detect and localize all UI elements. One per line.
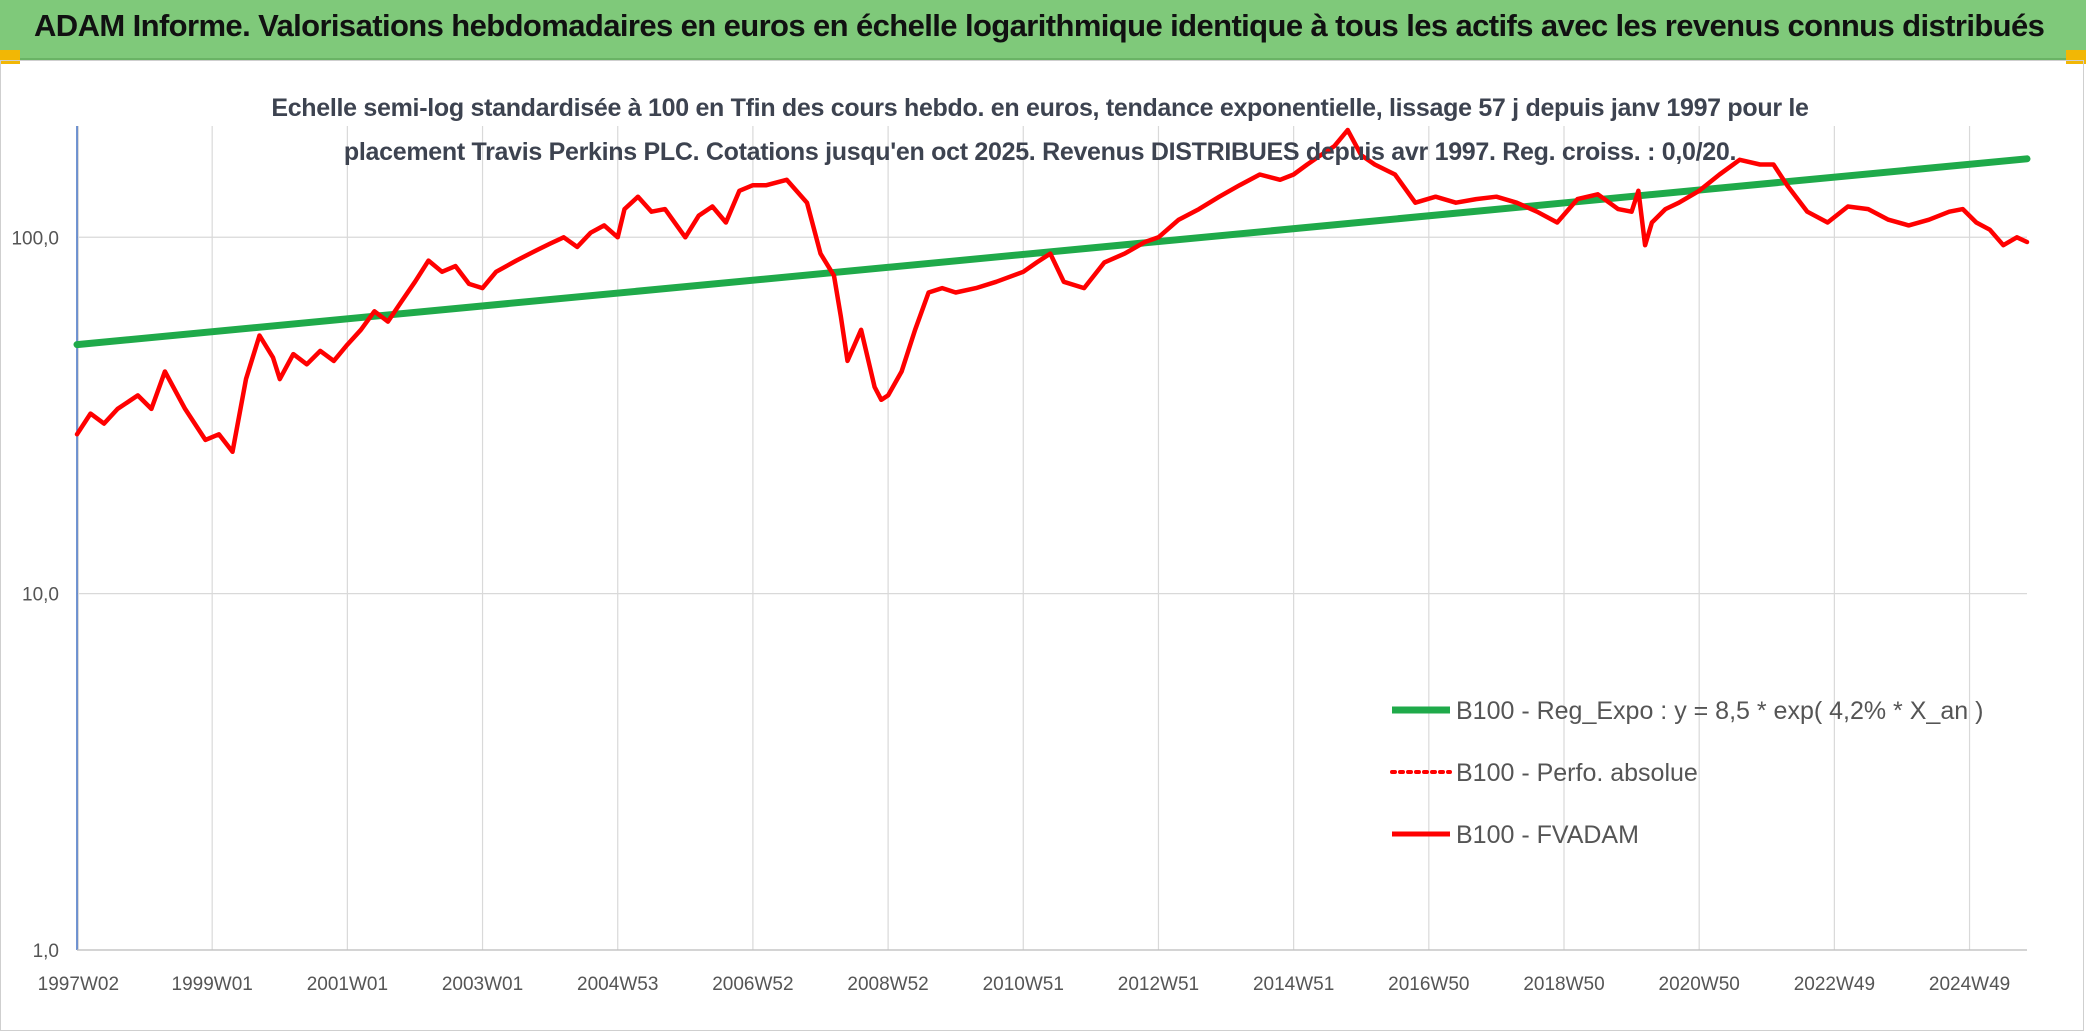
x-tick-label: 2020W50 [1659,974,1740,995]
y-tick-label: 100,0 [11,228,59,249]
tick-labels: 1,0 10,0 100,0 1997W02 1999W01 2001W01 2003W01… [11,228,2010,995]
legend-item: B100 - Reg_Expo : y = 8,5 * exp( 4,2% * … [1392,697,1983,725]
legend: B100 - Reg_Expo : y = 8,5 * exp( 4,2% * … [1390,697,1983,849]
chart-title-line2: placement Travis Perkins PLC. Cotations … [343,138,1737,166]
header-bar: ADAM Informe. Valorisations hebdomadaire… [0,0,2086,60]
legend-label: B100 - Perfo. absolue [1456,759,1698,787]
series-layer [73,127,2031,455]
x-tick-label: 2010W51 [983,974,1064,995]
legend-label: B100 - Reg_Expo : y = 8,5 * exp( 4,2% * … [1456,697,1983,725]
chart-title-line1: Echelle semi-log standardisée à 100 en T… [271,94,1809,122]
x-tick-label: 2012W51 [1118,974,1199,995]
legend-label: B100 - FVADAM [1456,821,1639,849]
x-tick-label: 2001W01 [307,974,388,995]
x-tick-label: 1997W02 [38,974,119,995]
x-tick-label: 2016W50 [1388,974,1469,995]
y-tick-label: 1,0 [33,941,59,962]
chart-frame [0,60,2084,1031]
x-tick-label: 1999W01 [172,974,253,995]
chart-title: Echelle semi-log standardisée à 100 en T… [250,86,1830,174]
x-tick-label: 2003W01 [442,974,523,995]
x-tick-label: 2024W49 [1929,974,2010,995]
x-tick-label: 2004W53 [577,974,658,995]
legend-item: B100 - Perfo. absolue [1390,759,1698,787]
series-line-fvadam [74,127,2030,455]
legend-item: B100 - FVADAM [1392,821,1639,849]
page-title: ADAM Informe. Valorisations hebdomadaire… [34,8,2045,43]
axes [76,126,2027,951]
x-tick-label: 2014W51 [1253,974,1334,995]
x-tick-label: 2008W52 [847,974,928,995]
x-tick-label: 2018W50 [1523,974,1604,995]
x-tick-label: 2022W49 [1794,974,1875,995]
y-tick-label: 10,0 [22,585,59,606]
x-tick-label: 2006W52 [712,974,793,995]
